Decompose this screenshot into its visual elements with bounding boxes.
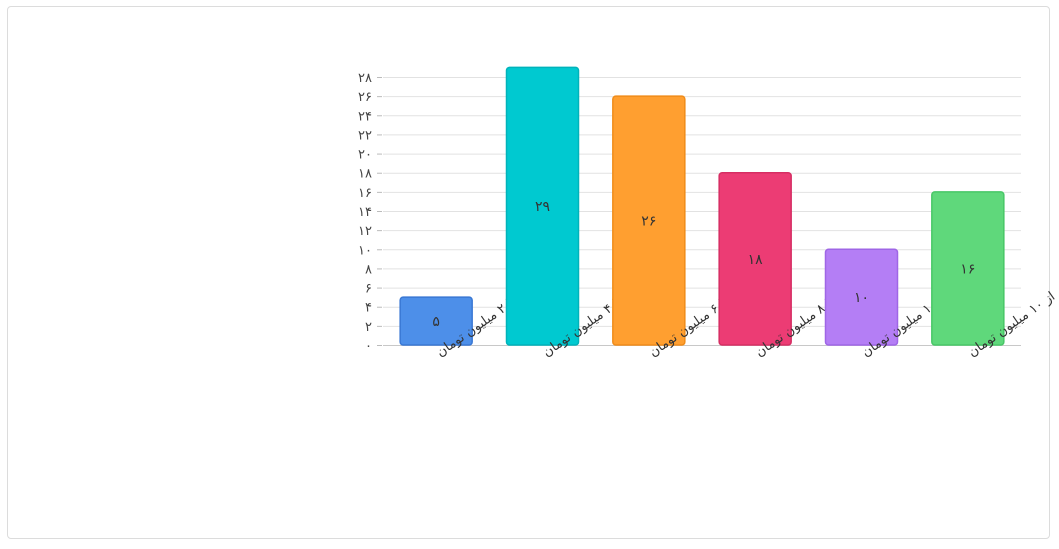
bar-value-label: ۱۸	[748, 252, 764, 268]
bar-value-label: ۲۹	[535, 199, 550, 215]
bar-value-label: ۱۶	[960, 261, 975, 277]
y-tick-label: ۱۸	[358, 167, 372, 182]
y-tick-label: ۰	[365, 339, 372, 354]
bar	[399, 296, 473, 346]
bar	[718, 171, 792, 346]
y-tick-label: ۸	[365, 262, 372, 277]
bar	[931, 191, 1005, 346]
y-tick-label: ۱۲	[358, 224, 372, 239]
y-tick-label: ۲۸	[358, 71, 372, 86]
y-tick-label: ۲۲	[358, 128, 372, 143]
y-tick-label: ۴	[365, 301, 372, 316]
y-tick-label: ۲	[365, 320, 372, 335]
bar	[505, 66, 580, 346]
bar-value-label: ۵	[432, 314, 440, 330]
bar-value-label: ۲۶	[641, 214, 656, 230]
y-tick-label: ۱۰	[358, 243, 372, 258]
bar	[824, 248, 899, 346]
bar	[612, 95, 686, 346]
y-tick-label: ۱۶	[358, 186, 372, 201]
y-tick-label: ۱۴	[358, 205, 372, 220]
y-tick-label: ۲۴	[358, 109, 372, 124]
bar-value-label: ۱۰	[854, 290, 869, 306]
y-tick-label: ۲۰	[358, 148, 372, 163]
y-tick-label: ۶	[365, 282, 372, 297]
y-tick-label: ۲۶	[358, 90, 372, 105]
